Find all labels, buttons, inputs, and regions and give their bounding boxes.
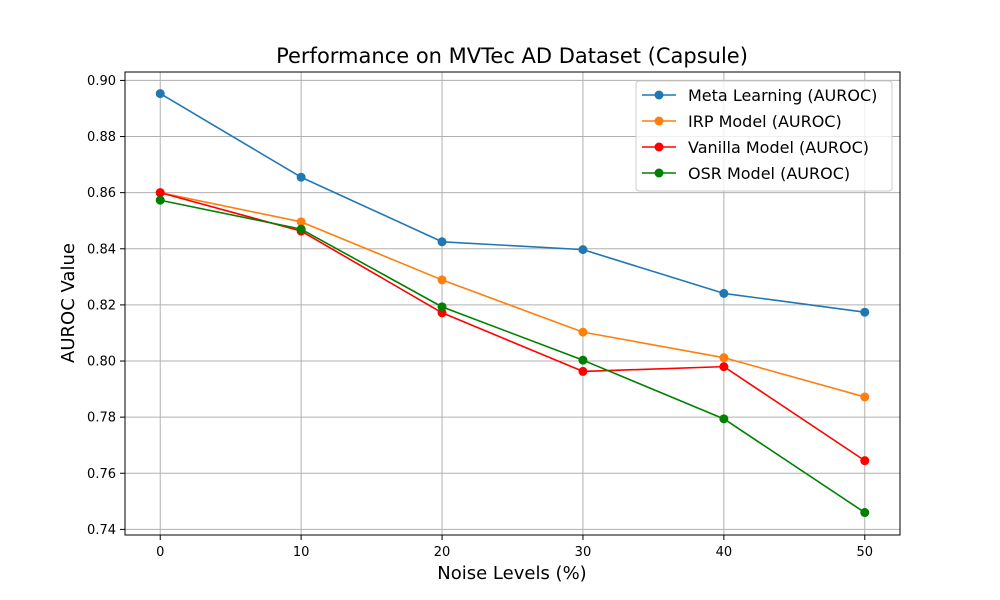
legend-item: OSR Model (AUROC) [642,164,850,183]
data-point [719,414,729,424]
series-4 [155,195,870,518]
data-point [578,366,588,376]
legend-label: IRP Model (AUROC) [688,112,842,131]
data-point [719,288,729,298]
y-tick-label: 0.84 [87,242,116,257]
y-tick-label: 0.88 [87,130,116,145]
data-point [296,217,306,227]
legend: Meta Learning (AUROC) IRP Model (AUROC) Va… [635,80,893,192]
y-tick-label: 0.76 [87,467,116,482]
data-point [578,355,588,365]
y-tick-label: 0.82 [87,298,116,313]
series-group [155,89,870,518]
data-point [155,195,165,205]
data-point [296,172,306,182]
data-point [860,456,870,466]
series-3 [155,188,870,466]
x-tick-label: 0 [156,545,164,560]
plot-area-frame [124,71,901,536]
data-point [578,245,588,255]
legend-item: Vanilla Model (AUROC) [642,138,869,157]
legend-item: IRP Model (AUROC) [642,112,842,131]
legend-label: Meta Learning (AUROC) [688,86,877,105]
legend-label: OSR Model (AUROC) [688,164,850,183]
x-tick-label: 50 [856,545,873,560]
x-tick-label: 40 [716,545,733,560]
data-point [719,362,729,372]
x-axis-label: Noise Levels (%) [437,563,586,584]
legend-label: Vanilla Model (AUROC) [688,138,869,157]
series-line [159,92,865,313]
x-tick-label: 10 [293,545,310,560]
data-point [578,327,588,337]
data-point [860,392,870,402]
y-tick-label: 0.90 [87,74,116,89]
y-tick-label: 0.78 [87,411,116,426]
chart-title: Performance on MVTec AD Dataset (Capsule… [276,44,748,68]
data-point [437,275,447,285]
data-point [437,237,447,247]
data-point [155,188,165,198]
legend-box [635,80,893,192]
series-line [160,191,866,462]
data-point [437,302,447,312]
data-point [155,89,165,99]
y-axis-ticks: 0.74 0.76 0.78 0.80 0.82 0.84 0.86 0.88 0.90 [87,74,125,538]
series-line [160,199,866,514]
data-point [860,307,870,317]
data-point [860,508,870,518]
y-tick-label: 0.74 [87,523,116,538]
legend-swatch-marker [654,168,664,178]
data-point [296,224,306,234]
x-tick-label: 20 [434,545,451,560]
y-tick-label: 0.80 [87,355,116,370]
legend-swatch-marker [654,90,664,100]
legend-item: Meta Learning (AUROC) [642,86,877,105]
data-point [719,353,729,363]
legend-swatch-marker [654,116,664,126]
series-line [160,191,865,398]
x-tick-label: 30 [575,545,592,560]
legend-swatch-marker [654,142,664,152]
x-axis-ticks: 0 10 20 30 40 50 [156,535,873,560]
y-tick-label: 0.86 [87,186,116,201]
series-1 [155,89,870,317]
y-axis-label: AUROC Value [58,243,79,363]
